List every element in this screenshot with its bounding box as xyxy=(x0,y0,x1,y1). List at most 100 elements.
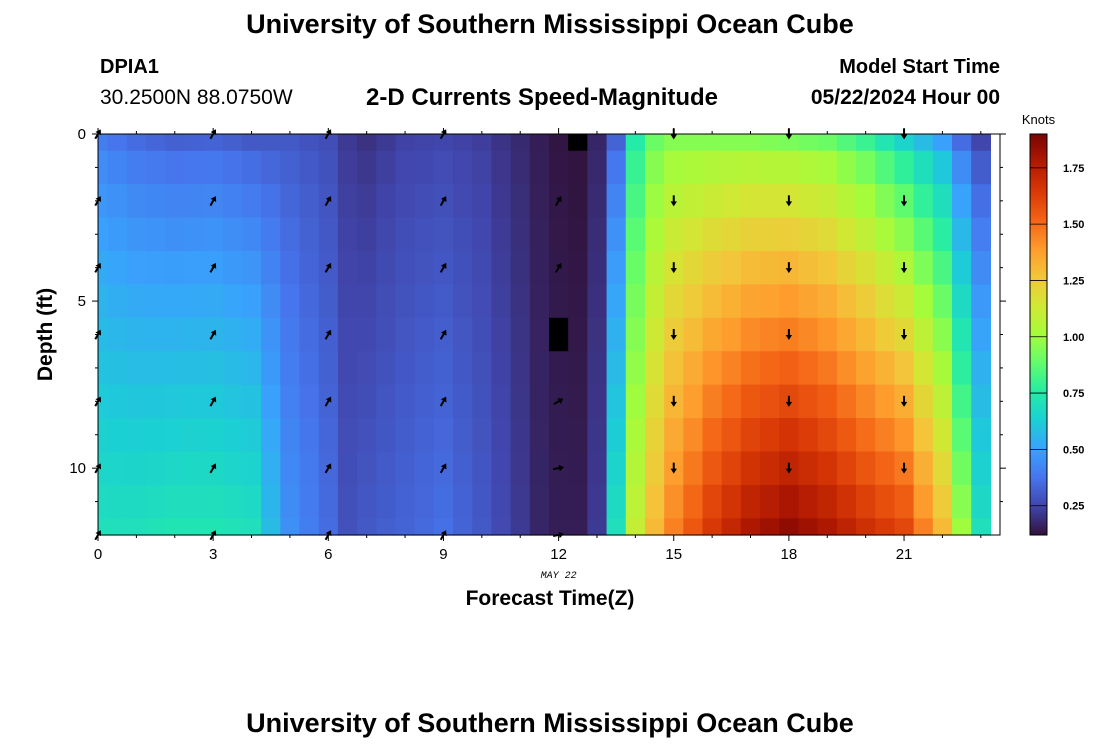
heatmap-cell xyxy=(126,217,147,252)
heatmap-cell xyxy=(107,217,128,252)
heatmap-cell xyxy=(280,184,301,219)
current-arrow xyxy=(209,262,217,273)
heatmap-cell xyxy=(203,518,224,536)
heatmap-cell xyxy=(453,150,473,185)
heatmap-cell xyxy=(126,451,147,486)
heatmap-cell xyxy=(453,250,473,285)
heatmap-cell xyxy=(587,217,608,252)
heatmap-cell xyxy=(549,518,569,536)
x-axis-date-label: MAY 22 xyxy=(541,571,577,582)
heatmap-cell xyxy=(472,150,493,185)
model-start-value: 05/22/2024 Hour 00 xyxy=(810,86,1000,109)
heatmap-cell xyxy=(683,518,704,536)
heatmap-cell xyxy=(644,217,665,252)
heatmap-cell xyxy=(241,217,262,252)
heatmap-cell xyxy=(625,134,646,152)
heatmap-cell xyxy=(894,134,915,152)
heatmap-cell xyxy=(529,484,550,519)
current-arrow xyxy=(670,262,677,274)
heatmap-cell xyxy=(299,284,320,319)
colorbar-tick-label: 0.25 xyxy=(1063,501,1084,513)
y-tick-label: 0 xyxy=(78,126,86,143)
heatmap-cell xyxy=(491,418,512,453)
heatmap-cell xyxy=(568,317,588,352)
current-arrow xyxy=(670,462,677,474)
current-arrow xyxy=(554,196,562,207)
heatmap-cell xyxy=(491,451,512,486)
current-arrow xyxy=(900,195,908,207)
heatmap-cell xyxy=(971,250,991,285)
heatmap-cell xyxy=(913,518,934,536)
heatmap-cell xyxy=(683,217,704,252)
heatmap-cell xyxy=(145,217,166,252)
current-arrow xyxy=(553,398,564,405)
heatmap-cell xyxy=(126,384,147,419)
heatmap-cell xyxy=(644,184,665,219)
heatmap-cell xyxy=(644,150,665,185)
heatmap-cell xyxy=(433,484,454,519)
heatmap-cell xyxy=(337,351,358,386)
heatmap-cell xyxy=(856,351,876,386)
heatmap-cell xyxy=(318,351,339,386)
heatmap-cell xyxy=(894,518,915,536)
heatmap-cell xyxy=(357,317,377,352)
heatmap-cell xyxy=(453,418,473,453)
model-start-label: Model Start Time xyxy=(839,56,1000,78)
heatmap-cell xyxy=(952,384,972,419)
heatmap-cell xyxy=(932,184,953,219)
heatmap-cell xyxy=(683,418,704,453)
heatmap-cell xyxy=(107,451,128,486)
heatmap-cell xyxy=(529,284,550,319)
heatmap-cell xyxy=(856,384,876,419)
heatmap-cell xyxy=(817,184,838,219)
heatmap-cell xyxy=(337,518,358,536)
heatmap-cell xyxy=(529,317,550,352)
heatmap-cell xyxy=(568,351,588,386)
heatmap-cell xyxy=(184,184,205,219)
heatmap-cell xyxy=(395,518,416,536)
heatmap-cell xyxy=(740,134,761,152)
heatmap-cell xyxy=(491,184,512,219)
heatmap-cell xyxy=(414,250,435,285)
colorbar-gradient xyxy=(1029,133,1048,536)
heatmap-cell xyxy=(587,351,608,386)
heatmap-cell xyxy=(337,317,358,352)
current-arrow xyxy=(900,262,908,274)
heatmap-cell xyxy=(971,317,991,352)
heatmap-cell xyxy=(952,184,972,219)
heatmap-cell xyxy=(107,384,128,419)
heatmap-cell xyxy=(376,351,397,386)
heatmap-cell xyxy=(222,284,243,319)
heatmap-cell xyxy=(740,284,761,319)
heatmap-cell xyxy=(913,484,934,519)
heatmap-cell xyxy=(740,317,761,352)
heatmap-cell xyxy=(721,518,742,536)
heatmap-cell xyxy=(913,384,934,419)
heatmap-cell xyxy=(702,150,723,185)
heatmap-cell xyxy=(261,418,281,453)
heatmap-cell xyxy=(529,518,550,536)
heatmap-cell xyxy=(664,351,684,386)
heatmap-cell xyxy=(702,484,723,519)
x-tick-label: 9 xyxy=(439,546,447,563)
heatmap-cell xyxy=(145,351,166,386)
current-arrow xyxy=(209,396,217,407)
heatmap-cell xyxy=(280,518,301,536)
heatmap-cell xyxy=(165,451,185,486)
heatmap-cell xyxy=(740,518,761,536)
heatmap-cell xyxy=(836,250,857,285)
heatmap-cell xyxy=(913,451,934,486)
heatmap-cell xyxy=(760,284,780,319)
heatmap-cell xyxy=(299,418,320,453)
heatmap-cell xyxy=(721,217,742,252)
heatmap-cell xyxy=(395,451,416,486)
current-arrow xyxy=(324,262,332,273)
heatmap-cell xyxy=(453,284,473,319)
heatmap-cell xyxy=(625,284,646,319)
heatmap-cell xyxy=(261,184,281,219)
heatmap-cell xyxy=(875,518,896,536)
heatmap-cell xyxy=(165,484,185,519)
heatmap-cell xyxy=(241,384,262,419)
heatmap-cell xyxy=(433,217,454,252)
